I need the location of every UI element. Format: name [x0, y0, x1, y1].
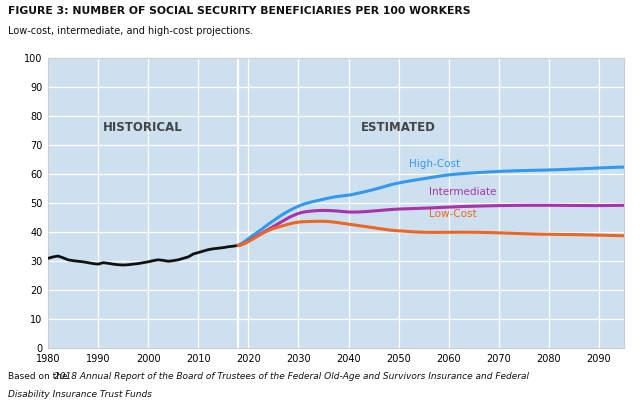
Text: Disability Insurance Trust Funds: Disability Insurance Trust Funds — [8, 390, 152, 399]
Text: FIGURE 3: NUMBER OF SOCIAL SECURITY BENEFICIARIES PER 100 WORKERS: FIGURE 3: NUMBER OF SOCIAL SECURITY BENE… — [8, 6, 470, 16]
Text: HISTORICAL: HISTORICAL — [103, 121, 183, 134]
Text: 2018 Annual Report of the Board of Trustees of the Federal Old-Age and Survivors: 2018 Annual Report of the Board of Trust… — [54, 372, 529, 381]
Text: Low-Cost: Low-Cost — [429, 209, 476, 219]
Text: High-Cost: High-Cost — [408, 158, 460, 168]
Text: ESTIMATED: ESTIMATED — [361, 121, 436, 134]
Text: Intermediate: Intermediate — [429, 188, 496, 198]
Text: Based on the: Based on the — [8, 372, 70, 381]
Text: Low-cost, intermediate, and high-cost projections.: Low-cost, intermediate, and high-cost pr… — [8, 26, 253, 36]
